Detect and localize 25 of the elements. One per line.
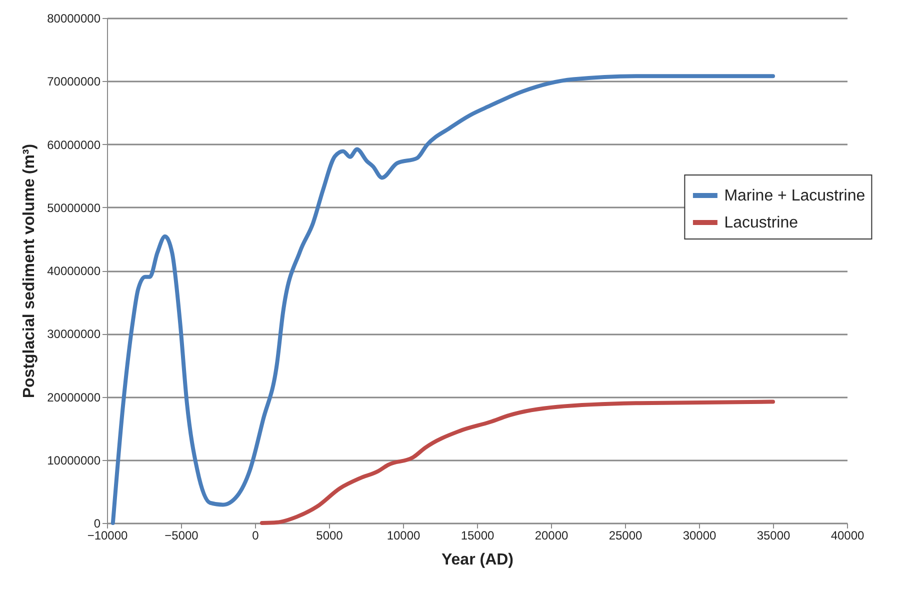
x-tick-label: 35000	[756, 528, 791, 542]
x-tick-label: 40000	[830, 528, 865, 542]
y-tick-label: 70000000	[47, 74, 101, 89]
y-tick-label: 20000000	[47, 390, 101, 404]
x-tick-label: 20000	[534, 528, 569, 542]
legend-label: Marine + Lacustrine	[724, 188, 866, 205]
x-tick-label: 25000	[608, 528, 643, 542]
y-axis-title: Postglacial sediment volume (m³)	[21, 144, 38, 398]
x-axis-title: Year (AD)	[441, 552, 514, 568]
y-tick-label: 60000000	[47, 138, 101, 152]
y-tick-label: 50000000	[47, 200, 101, 215]
y-tick-label: 10000000	[47, 453, 101, 468]
x-tick-label: 15000	[460, 528, 495, 542]
y-tick-label: 80000000	[47, 12, 101, 26]
x-tick-label: −10000	[87, 528, 128, 542]
y-tick-label: 0	[94, 516, 101, 530]
y-tick-label: 40000000	[47, 264, 101, 278]
y-tick-label: 30000000	[47, 327, 101, 342]
x-tick-label: 30000	[682, 528, 717, 542]
x-tick-label: 5000	[316, 528, 344, 542]
x-tick-label: −5000	[164, 528, 199, 542]
x-tick-label: 0	[252, 528, 260, 542]
line-series	[260, 400, 775, 525]
x-tick-label: 10000	[386, 528, 421, 542]
legend-label: Lacustrine	[724, 214, 798, 232]
